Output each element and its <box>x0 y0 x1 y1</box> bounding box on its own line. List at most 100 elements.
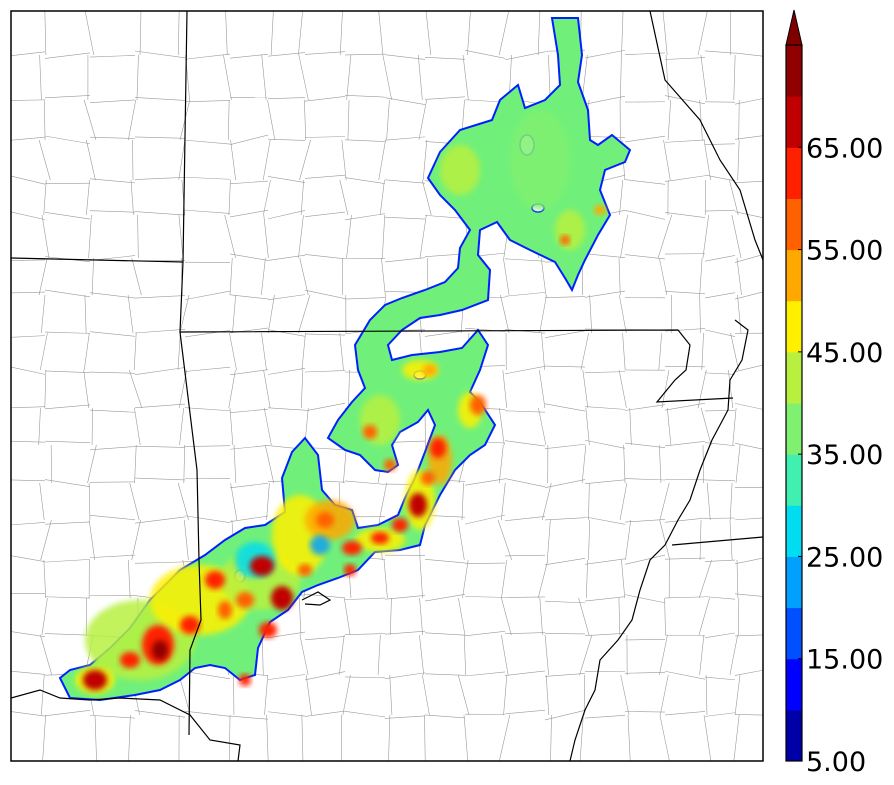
county-line <box>44 521 91 525</box>
swath-core <box>594 205 606 215</box>
county-line <box>304 96 346 102</box>
county-line <box>388 714 391 761</box>
map-frame <box>10 10 764 762</box>
county-line <box>703 139 711 181</box>
county-line <box>44 289 91 298</box>
county-line <box>659 482 670 521</box>
county-line <box>39 482 45 521</box>
county-line <box>229 445 269 450</box>
county-line <box>734 254 763 263</box>
county-line <box>422 139 428 181</box>
county-line <box>11 522 46 526</box>
county-line <box>422 674 430 716</box>
county-line <box>734 211 763 218</box>
colorbar-block <box>786 607 802 660</box>
county-line <box>704 143 736 145</box>
county-line <box>620 214 628 259</box>
county-line <box>184 445 231 447</box>
county-line <box>89 178 136 184</box>
county-line <box>44 710 91 717</box>
county-line <box>580 332 589 371</box>
county-line <box>339 179 349 216</box>
colorbar-block <box>786 658 802 711</box>
county-line <box>84 11 95 56</box>
colorbar-block <box>786 96 802 148</box>
county-line <box>89 714 136 719</box>
county-line <box>229 253 269 261</box>
county-line <box>134 329 186 334</box>
county-line <box>301 714 304 761</box>
county-line <box>44 369 47 409</box>
county-line <box>11 670 46 675</box>
county-line <box>663 139 671 181</box>
county-line <box>134 561 186 564</box>
county-line <box>299 634 309 676</box>
swath-core <box>470 395 486 415</box>
county-line <box>134 367 186 375</box>
county-line <box>659 519 671 561</box>
county-line <box>43 179 47 216</box>
county-line <box>42 714 46 761</box>
county-line <box>424 559 466 564</box>
county-line <box>704 329 736 337</box>
county-line <box>538 407 547 446</box>
county-line <box>233 444 237 484</box>
county-line <box>664 402 706 411</box>
county-line <box>700 54 707 101</box>
county-line <box>704 479 736 482</box>
county-line <box>501 634 509 676</box>
county-line <box>38 257 48 296</box>
county-line <box>229 715 269 720</box>
county-line <box>584 479 626 484</box>
county-line <box>586 559 588 599</box>
county-line <box>704 442 736 447</box>
county-line <box>544 330 586 339</box>
reflectivity-swath <box>58 17 632 702</box>
swath-core <box>409 493 427 517</box>
county-line <box>41 214 50 259</box>
county-line <box>424 253 466 257</box>
county-line <box>88 214 92 259</box>
county-line <box>382 54 392 101</box>
county-line <box>584 516 626 525</box>
county-line <box>263 214 269 259</box>
county-line <box>735 444 741 484</box>
county-line <box>734 52 763 57</box>
county-line <box>341 139 347 181</box>
county-line <box>664 597 666 636</box>
county-line <box>584 253 626 258</box>
county-line <box>704 209 736 212</box>
county-line <box>729 179 739 216</box>
county-line <box>128 99 137 141</box>
county-line <box>425 11 432 56</box>
state-boundaries <box>11 11 763 761</box>
county-line <box>389 674 393 716</box>
county-line <box>267 254 306 261</box>
county-line <box>177 332 181 371</box>
state-line <box>301 591 332 606</box>
colorbar-block <box>786 709 802 762</box>
county-line <box>11 555 46 562</box>
county-line <box>424 330 466 337</box>
county-line <box>457 674 470 716</box>
county-line <box>419 559 423 599</box>
county-line <box>544 517 586 521</box>
county-line <box>184 53 231 60</box>
county-line <box>346 214 352 259</box>
county-line <box>11 366 46 375</box>
county-line <box>130 179 134 216</box>
colorbar-labels: 5.00 15.00 25.00 35.00 45.00 55.00 65.00 <box>806 133 883 778</box>
state-line <box>671 536 763 546</box>
county-line <box>624 594 666 604</box>
county-line <box>540 257 547 296</box>
swath-core <box>371 532 389 544</box>
county-line <box>384 54 426 60</box>
county-line <box>734 557 763 565</box>
county-line <box>625 519 632 561</box>
county-line <box>548 54 551 101</box>
colorbar-block <box>786 351 802 404</box>
county-line <box>230 482 238 521</box>
county-line <box>539 294 547 334</box>
county-line <box>734 291 763 300</box>
colorbar-block <box>786 249 802 302</box>
